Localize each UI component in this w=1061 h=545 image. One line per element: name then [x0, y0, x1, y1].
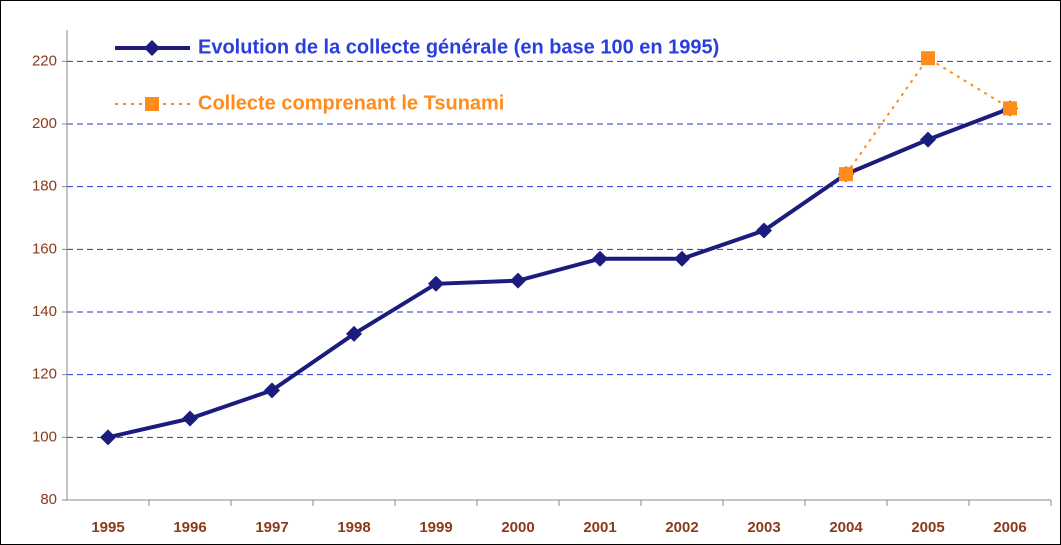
legend-label: Collecte comprenant le Tsunami — [198, 92, 504, 114]
legend-label: Evolution de la collecte générale (en ba… — [198, 36, 719, 58]
y-tick-label: 140 — [32, 303, 57, 320]
data-point — [182, 410, 198, 427]
data-point — [510, 272, 526, 289]
data-point — [428, 275, 444, 292]
y-tick-label: 100 — [32, 428, 57, 445]
data-point — [1003, 101, 1017, 116]
legend-marker — [144, 40, 160, 56]
data-point — [100, 429, 116, 446]
x-tick-label: 2001 — [583, 519, 616, 536]
x-tick-label: 2003 — [747, 519, 780, 536]
data-point — [921, 51, 935, 66]
x-tick-label: 2006 — [993, 519, 1026, 536]
data-point — [756, 222, 772, 239]
x-tick-label: 1998 — [337, 519, 370, 536]
y-tick-label: 200 — [32, 115, 57, 132]
y-tick-label: 80 — [40, 491, 57, 508]
legend-marker — [145, 97, 159, 111]
series-line — [107, 106, 1011, 440]
y-tick-label: 160 — [32, 240, 57, 257]
data-point — [264, 382, 280, 399]
data-point — [920, 131, 936, 148]
x-tick-label: 2004 — [829, 519, 863, 536]
data-point — [839, 167, 853, 182]
x-tick-label: 2005 — [911, 519, 944, 536]
x-tick-label: 2002 — [665, 519, 698, 536]
y-tick-label: 120 — [32, 366, 57, 383]
x-tick-label: 1997 — [255, 519, 288, 536]
y-tick-label: 180 — [32, 178, 57, 195]
x-tick-label: 2000 — [501, 519, 534, 536]
y-tick-label: 220 — [32, 52, 57, 69]
data-point — [674, 250, 690, 267]
data-point — [592, 250, 608, 267]
x-tick-label: 1999 — [419, 519, 452, 536]
x-tick-label: 1995 — [91, 519, 124, 536]
x-tick-label: 1996 — [173, 519, 206, 536]
data-point — [346, 325, 362, 342]
